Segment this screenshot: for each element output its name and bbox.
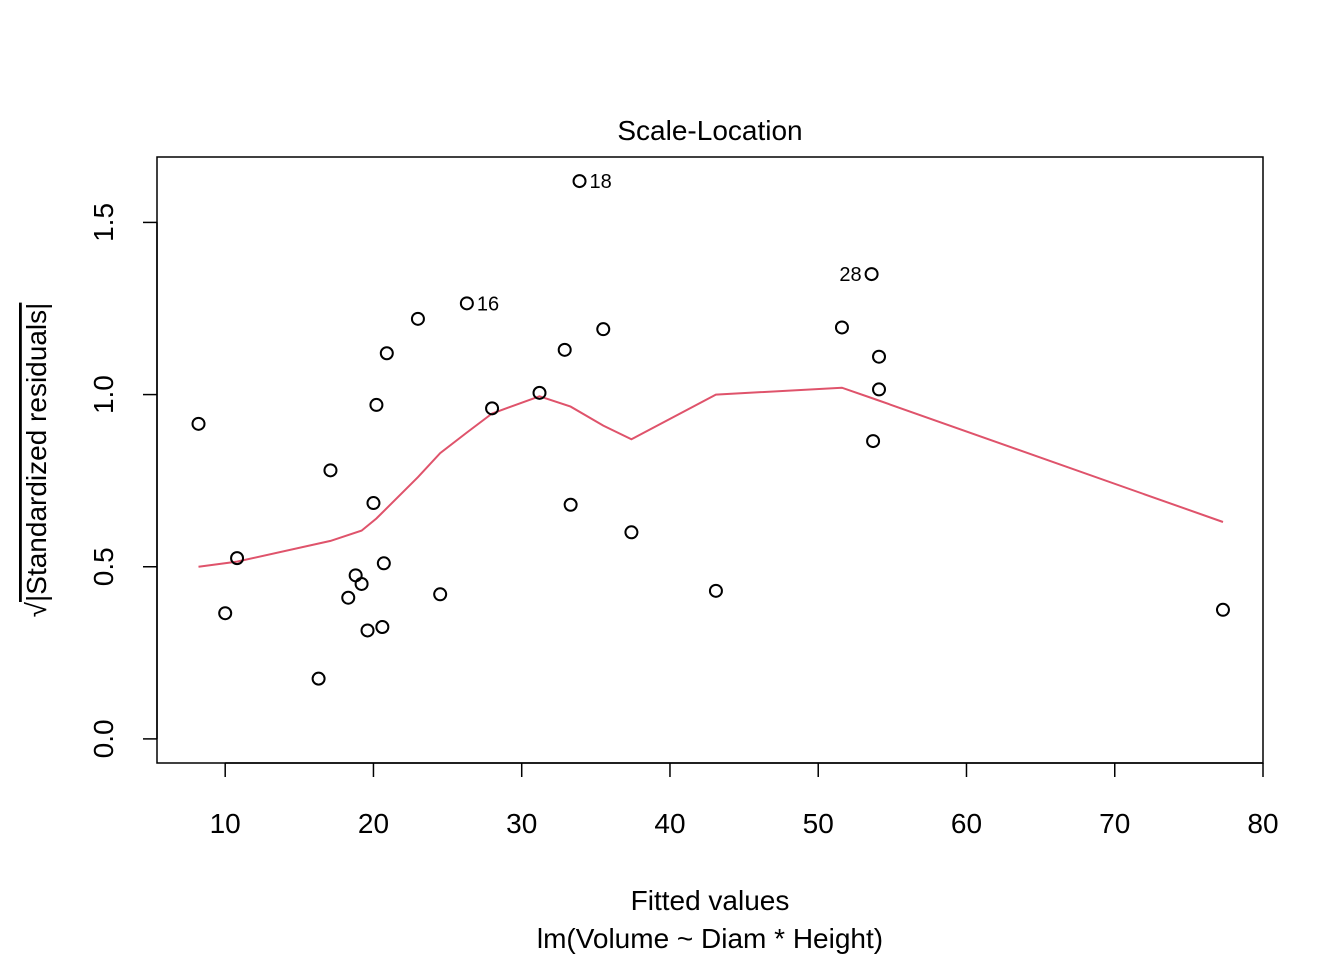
data-point <box>872 349 887 364</box>
y-axis-label-radical: √ <box>21 601 52 617</box>
chart-subtitle: lm(Volume ~ Diam * Height) <box>537 923 883 954</box>
data-point <box>230 551 245 566</box>
chart-title: Scale-Location <box>617 115 802 146</box>
data-point <box>311 671 326 686</box>
point-label: 28 <box>839 264 861 286</box>
data-point <box>218 606 233 621</box>
smooth-line-layer <box>198 386 1224 568</box>
data-point <box>191 416 206 431</box>
data-point <box>366 496 381 511</box>
data-point <box>459 296 474 311</box>
point-label: 16 <box>477 293 499 315</box>
y-axis: 0.0 0.5 1.0 1.5 <box>88 203 158 758</box>
plot-box <box>156 156 1264 764</box>
x-tick-label: 50 <box>803 808 834 839</box>
data-point <box>360 623 375 638</box>
y-tick-label: 1.0 <box>88 375 119 414</box>
data-point <box>563 497 578 512</box>
data-point <box>485 401 500 416</box>
data-point <box>834 320 849 335</box>
x-tick-label: 20 <box>358 808 389 839</box>
data-point <box>864 267 879 282</box>
y-axis-label: √|Standardized residuals| <box>21 303 52 618</box>
data-point <box>624 525 639 540</box>
y-tick-label: 0.0 <box>88 719 119 758</box>
x-tick-label: 70 <box>1099 808 1130 839</box>
data-point <box>708 583 723 598</box>
data-point <box>410 311 425 326</box>
x-tick-label: 40 <box>654 808 685 839</box>
data-point <box>369 397 384 412</box>
x-axis-label: Fitted values <box>631 885 790 916</box>
smooth-line <box>198 386 1224 568</box>
data-point <box>341 590 356 605</box>
x-tick-label: 10 <box>210 808 241 839</box>
data-point <box>354 576 369 591</box>
y-tick-label: 1.5 <box>88 203 119 242</box>
data-point <box>323 463 338 478</box>
data-point <box>557 342 572 357</box>
data-point <box>433 587 448 602</box>
x-tick-label: 80 <box>1247 808 1278 839</box>
point-labels-layer: 16 18 28 <box>477 171 862 315</box>
points-layer <box>191 174 1230 686</box>
data-point <box>376 556 391 571</box>
data-point <box>375 619 390 634</box>
data-point <box>596 322 611 337</box>
data-point <box>379 346 394 361</box>
data-point <box>866 434 881 449</box>
x-axis: 10 20 30 40 50 60 70 80 <box>210 762 1279 839</box>
x-tick-label: 30 <box>506 808 537 839</box>
data-point <box>1215 602 1230 617</box>
data-point <box>572 174 587 189</box>
data-point <box>532 385 547 400</box>
point-label: 18 <box>590 171 612 193</box>
y-axis-label-text: |Standardized residuals| <box>21 303 52 602</box>
data-point <box>348 568 363 583</box>
y-tick-label: 0.5 <box>88 547 119 586</box>
x-tick-label: 60 <box>951 808 982 839</box>
data-point <box>872 382 887 397</box>
